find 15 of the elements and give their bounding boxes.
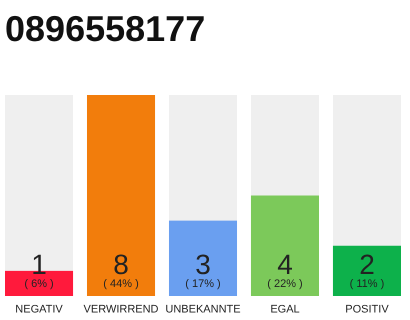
data-label: 4 [277, 249, 293, 280]
chart-title: 0896558177 [5, 8, 206, 49]
annotation: ( 6% ) [24, 278, 54, 290]
x-tick-label: POSITIV [345, 304, 390, 316]
annotation: ( 17% ) [185, 278, 221, 290]
annotation: ( 22% ) [267, 278, 303, 290]
annotation: ( 44% ) [103, 278, 139, 290]
annotation: ( 11% ) [350, 278, 384, 290]
x-tick-label: UNBEKANNTE [165, 304, 241, 316]
data-label: 3 [195, 249, 211, 280]
x-tick-label: NEGATIV [15, 304, 64, 316]
data-label: 8 [113, 249, 129, 280]
x-tick-label: VERWIRREND [84, 304, 159, 316]
x-tick-label: EGAL [270, 304, 300, 316]
data-label: 2 [359, 249, 375, 280]
